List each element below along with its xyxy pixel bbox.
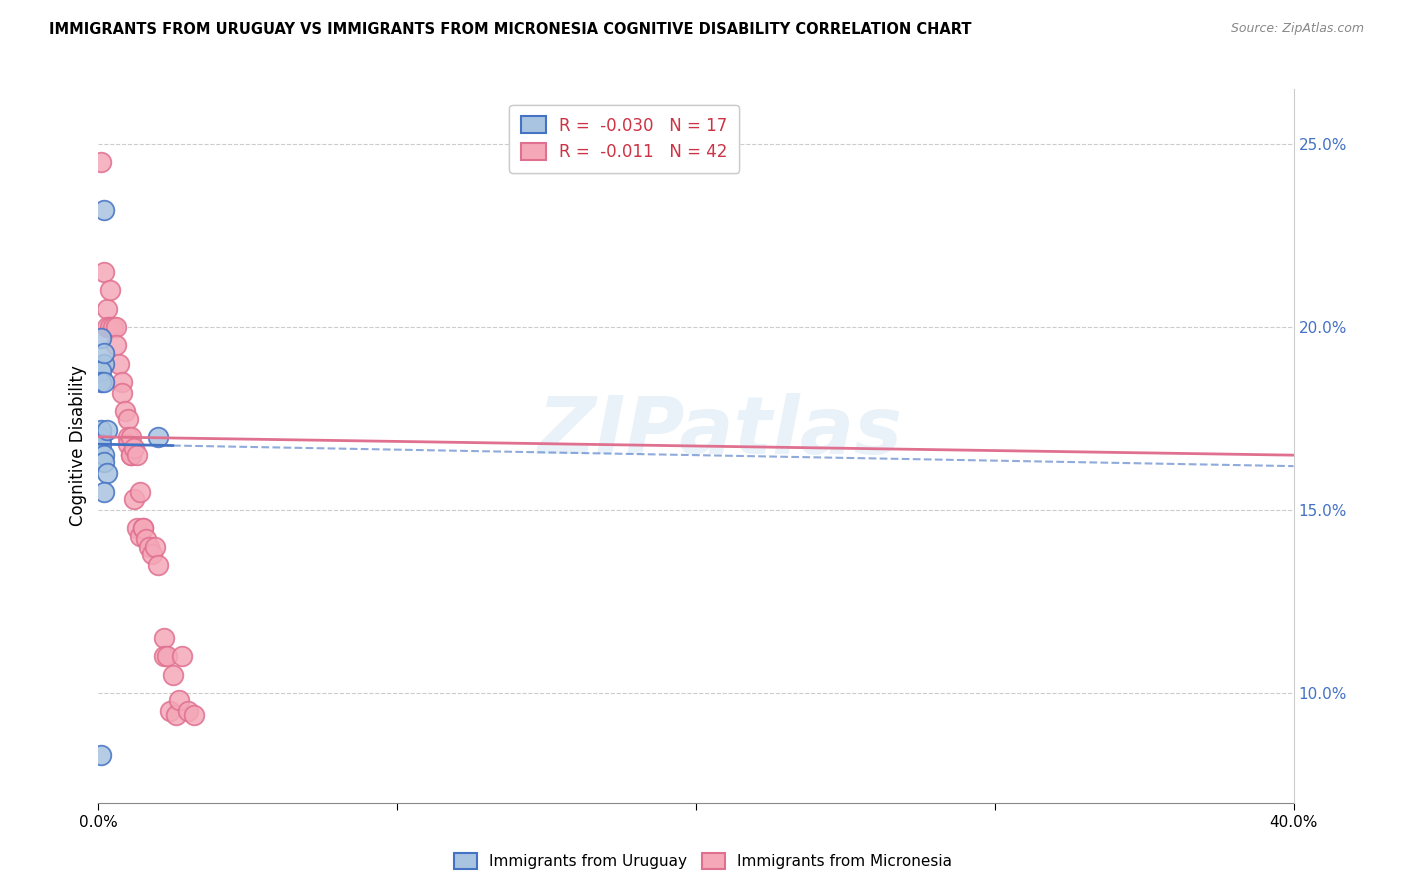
Point: [143, 540, 166, 554]
Point: [108, 357, 131, 371]
Point: [129, 484, 152, 499]
Point: [111, 386, 134, 401]
Point: [90, 155, 112, 169]
Point: [135, 533, 157, 547]
Point: [138, 540, 160, 554]
Point: [117, 430, 139, 444]
Point: [103, 320, 125, 334]
Text: ZIPatlas: ZIPatlas: [537, 392, 903, 471]
Point: [167, 693, 190, 707]
Point: [148, 430, 170, 444]
Point: [132, 521, 155, 535]
Legend: Immigrants from Uruguay, Immigrants from Micronesia: Immigrants from Uruguay, Immigrants from…: [447, 847, 959, 875]
Point: [165, 708, 187, 723]
Point: [141, 547, 163, 561]
Point: [98, 320, 122, 334]
Point: [90, 364, 112, 378]
Point: [90, 423, 112, 437]
Point: [148, 558, 170, 572]
Point: [105, 320, 128, 334]
Point: [172, 649, 194, 664]
Point: [156, 649, 179, 664]
Point: [96, 467, 118, 481]
Text: Source: ZipAtlas.com: Source: ZipAtlas.com: [1230, 22, 1364, 36]
Point: [90, 748, 112, 763]
Legend: R =  -0.030   N = 17, R =  -0.011   N = 42: R = -0.030 N = 17, R = -0.011 N = 42: [509, 104, 740, 173]
Text: IMMIGRANTS FROM URUGUAY VS IMMIGRANTS FROM MICRONESIA COGNITIVE DISABILITY CORRE: IMMIGRANTS FROM URUGUAY VS IMMIGRANTS FR…: [49, 22, 972, 37]
Point: [90, 437, 112, 451]
Point: [93, 265, 115, 279]
Point: [93, 345, 115, 359]
Point: [120, 448, 142, 462]
Point: [90, 430, 112, 444]
Point: [114, 404, 136, 418]
Point: [124, 441, 146, 455]
Point: [117, 437, 139, 451]
Point: [124, 491, 146, 506]
Point: [90, 375, 112, 389]
Point: [96, 320, 118, 334]
Point: [153, 649, 176, 664]
Point: [93, 202, 115, 217]
Point: [93, 357, 115, 371]
Point: [93, 484, 115, 499]
Point: [183, 708, 205, 723]
Point: [159, 704, 181, 718]
Point: [162, 667, 184, 681]
Point: [93, 448, 115, 462]
Point: [120, 430, 142, 444]
Point: [120, 448, 142, 462]
Point: [96, 423, 118, 437]
Point: [93, 375, 115, 389]
Point: [105, 338, 128, 352]
Point: [129, 529, 152, 543]
Y-axis label: Cognitive Disability: Cognitive Disability: [69, 366, 87, 526]
Point: [127, 521, 149, 535]
Point: [127, 448, 149, 462]
Point: [111, 375, 134, 389]
Point: [93, 455, 115, 469]
Point: [90, 331, 112, 345]
Point: [98, 284, 122, 298]
Point: [153, 631, 176, 645]
Point: [96, 301, 118, 316]
Point: [117, 411, 139, 425]
Point: [132, 521, 155, 535]
Point: [177, 704, 200, 718]
